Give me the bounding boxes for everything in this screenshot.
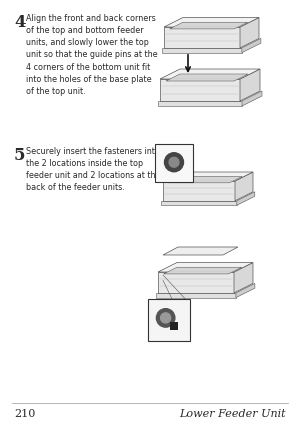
Circle shape [156,309,175,327]
Polygon shape [160,80,240,102]
Polygon shape [163,181,235,201]
Polygon shape [240,18,259,49]
Bar [170,322,178,330]
Circle shape [169,158,179,168]
Polygon shape [235,173,253,201]
Text: Securely insert the fasteners into
the 2 locations inside the top
feeder unit an: Securely insert the fasteners into the 2… [26,147,160,192]
Polygon shape [161,201,237,206]
Text: 5: 5 [14,147,26,164]
Polygon shape [234,263,253,293]
Polygon shape [156,293,236,298]
Text: 210: 210 [14,408,35,418]
Text: Lower Feeder Unit: Lower Feeder Unit [179,408,286,418]
Polygon shape [242,39,261,54]
Bar [155,145,193,183]
Text: Align the front and back corners
of the top and bottom feeder
units, and slowly : Align the front and back corners of the … [26,14,158,96]
Polygon shape [170,23,248,30]
Polygon shape [242,92,262,107]
Polygon shape [166,75,248,82]
Polygon shape [168,177,242,183]
Polygon shape [158,102,242,107]
Polygon shape [162,49,242,54]
Polygon shape [164,18,259,28]
Polygon shape [164,268,242,274]
Circle shape [164,153,184,173]
Polygon shape [163,248,238,256]
Circle shape [160,313,171,323]
Polygon shape [158,263,253,272]
Polygon shape [158,272,234,293]
Polygon shape [164,28,240,49]
Text: 4: 4 [14,14,26,31]
Polygon shape [240,70,260,102]
Polygon shape [237,193,255,206]
Polygon shape [163,173,253,181]
Polygon shape [236,284,255,298]
Polygon shape [160,70,260,80]
Bar [148,299,190,341]
